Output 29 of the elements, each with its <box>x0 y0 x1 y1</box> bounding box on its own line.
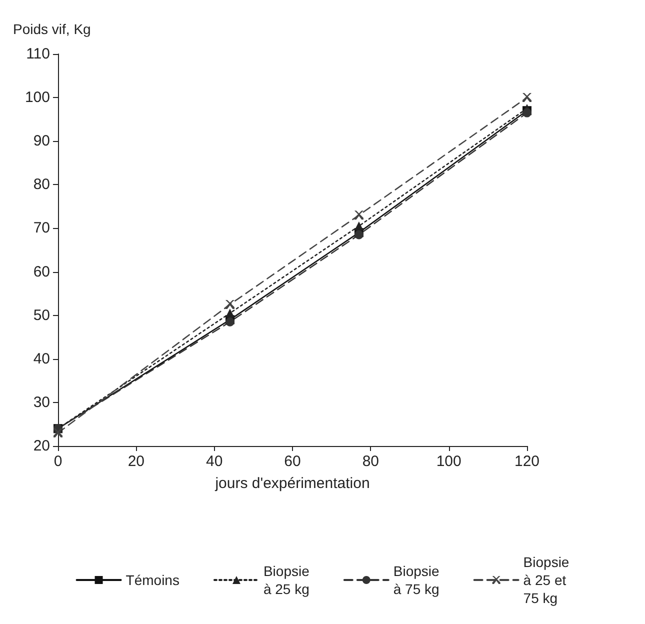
x-tick-label: 100 <box>436 453 462 470</box>
y-tick-label: 90 <box>33 132 50 150</box>
point <box>54 428 62 438</box>
y-axis-title: Poids vif, Kg <box>13 21 91 37</box>
y-tick-label: 70 <box>33 220 50 237</box>
y-tick-label: 80 <box>33 176 50 194</box>
x-tick-label: 0 <box>54 453 62 470</box>
y-tick-label: 110 <box>26 46 50 62</box>
x-axis-title: jours d'expérimentation <box>214 475 370 492</box>
point <box>354 210 364 220</box>
point <box>522 93 532 102</box>
y-tick-label: 50 <box>33 306 50 324</box>
y-tick-label: 100 <box>24 89 50 106</box>
x-tick-label: 40 <box>206 453 223 470</box>
legend-label: Biopsie à 25 kg <box>263 563 310 597</box>
x-tick-label: 80 <box>362 453 380 470</box>
y-tick-label: 30 <box>33 394 50 411</box>
legend-label: Biopsie à 25 et 75 kg <box>523 554 570 606</box>
point <box>225 308 234 318</box>
x-tick-label: 120 <box>514 453 540 470</box>
legend-label: Biopsie à 75 kg <box>393 563 440 597</box>
y-tick-label: 40 <box>33 350 50 368</box>
point <box>354 222 364 231</box>
x-tick-label: 20 <box>128 453 145 470</box>
legend-label: Témoins <box>126 572 180 588</box>
y-tick-label: 20 <box>33 438 50 454</box>
point <box>225 300 234 309</box>
x-tick-label: 60 <box>284 453 301 470</box>
y-tick-label: 60 <box>33 263 50 280</box>
